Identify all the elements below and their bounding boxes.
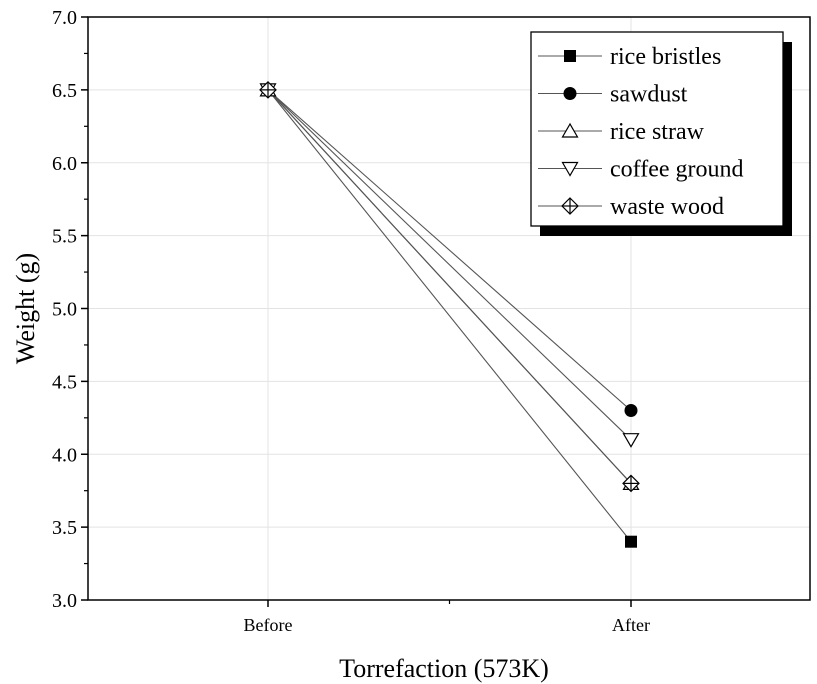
legend-marker [561, 197, 579, 215]
series-lines [267, 89, 632, 543]
series-markers [259, 81, 640, 548]
data-point [624, 404, 638, 418]
square-marker [564, 50, 576, 62]
x-tick-label: After [612, 615, 650, 635]
legend-marker [561, 161, 579, 177]
grid [88, 17, 810, 600]
data-point [622, 474, 640, 493]
y-tick-label: 6.0 [52, 153, 77, 175]
triangle-down-marker [561, 161, 579, 177]
y-tick-label: 6.5 [52, 80, 77, 102]
legend-marker [564, 50, 576, 62]
legend-marker [561, 122, 579, 138]
y-axis-title: Weight (g) [11, 253, 40, 364]
triangle-down-marker [622, 433, 640, 448]
legend-marker [563, 87, 577, 100]
y-tick-label: 4.0 [52, 444, 77, 466]
data-point [625, 535, 637, 548]
square-marker [625, 535, 637, 548]
y-tick-label: 7.0 [52, 7, 77, 29]
x-axis-title: Torrefaction (573K) [339, 654, 549, 683]
y-tick-label: 3.0 [52, 590, 77, 612]
series-line-1 [267, 89, 632, 411]
legend: rice bristles sawdust rice straw coffee gro… [530, 31, 792, 236]
circle-marker [624, 404, 638, 418]
legend-label: rice bristles [610, 44, 721, 70]
circle-marker [563, 87, 577, 100]
triangle-up-marker [561, 122, 579, 138]
y-tick-label: 4.5 [52, 371, 77, 393]
series-line-4 [267, 89, 632, 484]
y-tick-label: 3.5 [52, 517, 77, 539]
y-tick-label: 5.0 [52, 299, 77, 321]
legend-label: rice straw [610, 119, 705, 145]
legend-label: coffee ground [610, 157, 744, 183]
legend-label: sawdust [610, 82, 688, 108]
legend-label: waste wood [610, 194, 724, 220]
y-tick-label: 5.5 [52, 226, 77, 248]
data-point [622, 433, 640, 448]
series-line-3 [267, 89, 632, 441]
x-tick-label: Before [244, 615, 293, 635]
data-point [259, 81, 277, 99]
axis-ticks: 3.0 3.5 4.0 4.5 5.0 5.5 6.0 6.5 7.0 Before After [52, 7, 650, 635]
series-line-0 [267, 89, 632, 543]
